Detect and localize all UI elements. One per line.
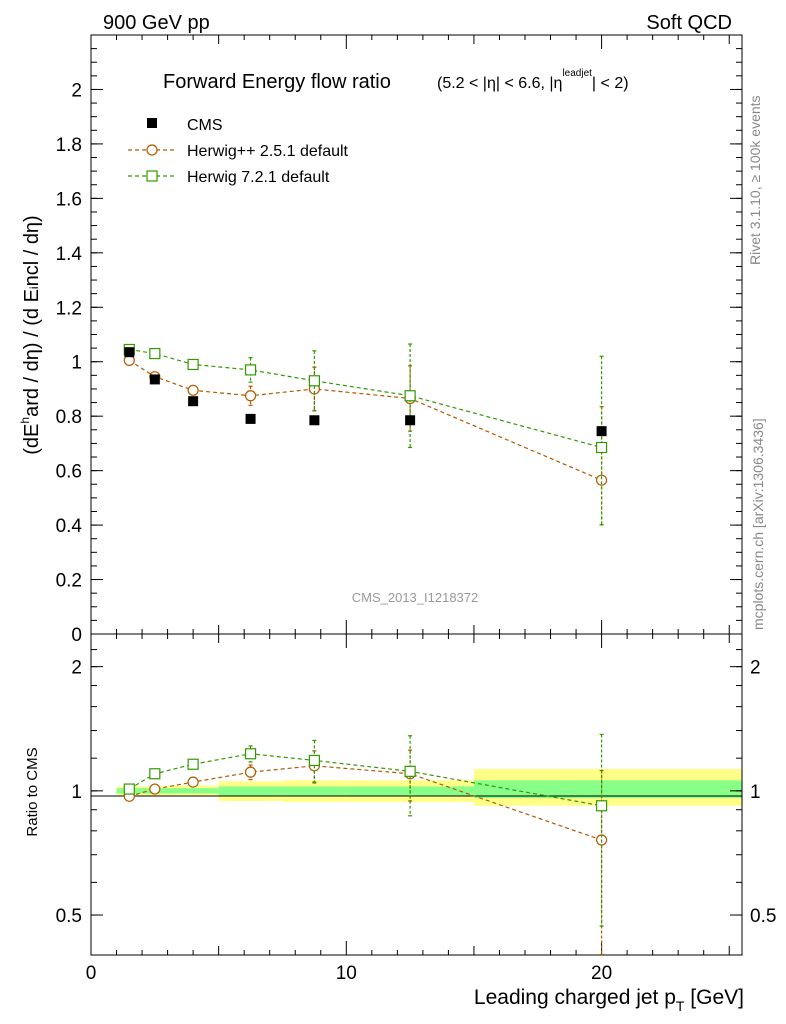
data-point-ratio-herwig7 (123, 783, 135, 795)
main-y-tick-label: 1.4 (56, 244, 83, 265)
legend-label-cms: CMS (187, 117, 223, 134)
ratio-band-green (218, 786, 283, 796)
header-left-label: 900 GeV pp (103, 12, 210, 34)
ratio-band-green (282, 786, 347, 796)
data-point-ratio-herwig7 (404, 765, 416, 777)
main-y-tick-label: 1.2 (56, 298, 82, 319)
plot-title-text: Forward Energy flow ratio (163, 71, 391, 93)
data-point-cms (188, 396, 199, 407)
ratio-x-tick-label: 10 (336, 963, 357, 984)
ratio-y-tick-label: 1 (71, 782, 82, 803)
series-ratio-herwig7 (123, 733, 608, 927)
main-y-axis-label: (dEhard / dη) / (d Eincl / dη) (18, 215, 43, 454)
series-herwigpp (123, 354, 608, 526)
data-point-herwigpp (244, 390, 257, 402)
ratio-band-green (473, 780, 742, 799)
ratio-x-tick-label: 20 (591, 963, 612, 984)
ratio-uncertainty-bands (116, 768, 742, 806)
ratio-x-axis: 0 10 20 (86, 634, 730, 984)
rivet-version-label: Rivet 3.1.10, ≥ 100k events (747, 95, 763, 265)
data-point-ratio-herwig7 (595, 800, 608, 812)
data-point-ratio-herwigpp (187, 776, 199, 788)
plot-title: Forward Energy flow ratio (5.2 < |η| < 6… (163, 68, 629, 93)
ratio-y-axis-label: Ratio to CMS (24, 747, 41, 836)
main-x-ticks (90, 35, 730, 634)
data-point-ratio-herwig7 (308, 754, 320, 767)
data-point-ratio-herwig7 (149, 768, 161, 780)
legend-label-herwig7: Herwig 7.2.1 default (187, 169, 330, 186)
series-cms (124, 347, 607, 437)
data-point-herwig7 (187, 358, 199, 371)
data-point-cms (405, 415, 416, 426)
ratio-y-tick-label: 0.5 (56, 906, 82, 927)
main-y-tick-label: 0.2 (56, 571, 82, 592)
series-line-herwigpp (128, 359, 602, 481)
header-right-label: Soft QCD (646, 12, 732, 34)
data-point-ratio-herwig7 (187, 758, 199, 770)
legend-label-herwigpp: Herwig++ 2.5.1 default (187, 143, 349, 160)
data-point-ratio-herwig7 (244, 748, 257, 760)
analysis-watermark: CMS_2013_I1218372 (352, 590, 479, 605)
data-point-ratio-herwigpp (244, 766, 257, 778)
series-herwig7 (123, 343, 608, 526)
main-data-layer (123, 343, 608, 526)
data-point-ratio-herwigpp (149, 783, 161, 795)
data-point-herwig7 (149, 347, 161, 360)
ratio-y-tick-label: 2 (71, 658, 82, 679)
data-point-herwigpp (187, 384, 199, 396)
ratio-band-green (167, 788, 219, 794)
data-point-cms (596, 426, 607, 437)
main-panel: 0 0.2 0.4 0.6 0.8 1 1.2 1.4 1.6 1.8 2 CMS_2013_I12… (18, 34, 743, 646)
data-point-herwig7 (244, 364, 257, 376)
legend-marker-herwig7 (146, 170, 158, 182)
main-y-axis: 0 0.2 0.4 0.6 0.8 1 1.2 1.4 1.6 1.8 2 (56, 34, 742, 646)
main-y-tick-label: 1 (71, 353, 82, 374)
main-y-tick-label: 1.6 (56, 189, 82, 210)
ratio-x-tick-label: 0 (86, 963, 97, 984)
main-y-tick-label: 1.8 (56, 135, 82, 156)
data-point-herwig7 (595, 441, 608, 454)
mcplots-label: mcplots.cern.ch [arXiv:1306.3436] (750, 418, 766, 630)
ratio-y-axis: 0.5 0.5 1 1 2 2 (56, 649, 776, 927)
main-y-tick-label: 0 (71, 625, 82, 646)
ratio-y-tick-label-right: 1 (750, 782, 761, 803)
ratio-data-layer (123, 733, 608, 956)
data-point-herwig7 (404, 390, 416, 402)
legend-marker-herwigpp (146, 144, 158, 156)
plot-title-cut: (5.2 < |η| < 6.6, |ηleadjet| < 2) (437, 68, 629, 92)
data-point-cms (149, 374, 160, 385)
ratio-y-tick-label-right: 2 (750, 658, 761, 679)
main-y-tick-label: 0.6 (56, 462, 82, 483)
ratio-panel: 0.5 0.5 1 1 2 2 0 10 20 Ratio to CMS (24, 633, 776, 984)
x-axis-label: Leading charged jet pT [GeV] (474, 986, 744, 1014)
data-point-herwigpp (595, 474, 608, 486)
series-line-herwig7 (129, 348, 602, 449)
main-y-tick-label: 2 (71, 80, 82, 101)
data-point-herwig7 (308, 375, 320, 387)
ratio-y-tick-label-right: 0.5 (750, 906, 776, 927)
data-point-cms (124, 347, 135, 358)
data-point-cms (309, 415, 320, 426)
main-y-tick-label: 0.4 (56, 516, 83, 537)
legend: CMS Herwig++ 2.5.1 default Herwig 7.2.1 … (128, 117, 349, 186)
ratio-plot-frame (90, 633, 743, 956)
legend-marker-cms (147, 118, 157, 128)
data-point-cms (245, 413, 256, 424)
main-y-tick-label: 0.8 (56, 407, 82, 428)
